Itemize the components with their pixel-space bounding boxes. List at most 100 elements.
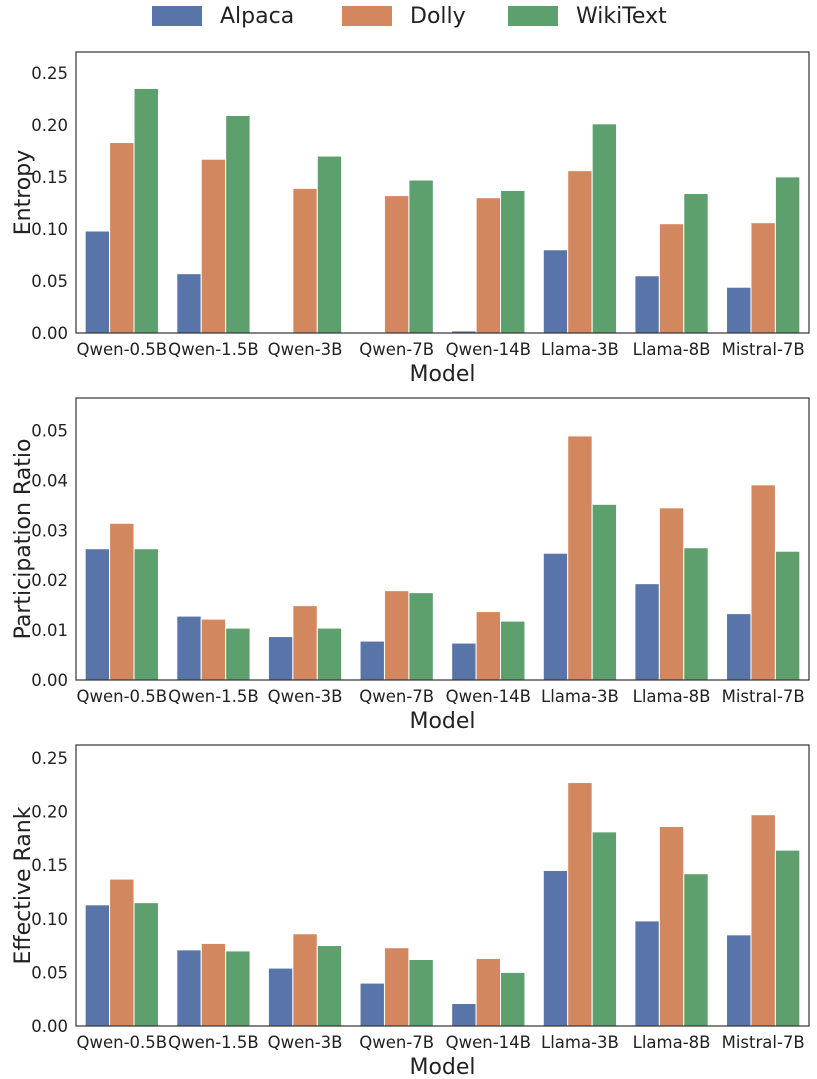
bar-alpaca-llama-8b [634, 920, 660, 1027]
x-tick-label: Qwen-1.5B [168, 1033, 259, 1052]
legend-label: WikiText [576, 3, 667, 29]
bar-wikitext-mistral-7b [774, 550, 801, 681]
legend-swatch [342, 6, 392, 26]
x-axis-title: Model [409, 709, 475, 734]
legend-label: Alpaca [220, 3, 295, 29]
y-tick-label: 0.20 [31, 116, 68, 135]
bar-wikitext-llama-3b [591, 123, 618, 334]
x-axis-title: Model [409, 1055, 475, 1079]
bar-dolly-qwen-14b [475, 197, 502, 334]
y-tick-label: 0.10 [31, 220, 68, 239]
bar-alpaca-mistral-7b [726, 613, 752, 681]
x-tick-label: Mistral-7B [722, 687, 805, 706]
bar-dolly-qwen-0.5b [109, 522, 135, 681]
bar-wikitext-llama-3b [591, 831, 618, 1027]
legend-swatch [508, 6, 558, 26]
plot-frame [75, 51, 810, 334]
bar-dolly-qwen-1.5b [200, 158, 227, 334]
bar-alpaca-qwen-14b [451, 642, 477, 681]
x-tick-label: Qwen-7B [359, 340, 434, 359]
bar-dolly-llama-3b [567, 435, 593, 681]
x-tick-label: Llama-3B [541, 1033, 619, 1052]
bar-dolly-qwen-1.5b [200, 618, 227, 681]
bar-dolly-mistral-7b [750, 814, 776, 1027]
legend-label: Dolly [410, 3, 466, 29]
y-tick-label: 0.01 [31, 621, 68, 640]
bar-wikitext-qwen-14b [500, 189, 526, 334]
bar-alpaca-llama-8b [634, 275, 660, 334]
legend-entry-alpaca: Alpaca [152, 3, 294, 29]
chart-panel-2: 0.00 0.01 0.02 0.03 0.04 0.05 Qwen-0.5B Qwen-1.… [11, 397, 810, 734]
y-tick-label: 0.15 [31, 856, 68, 875]
x-tick-label: Qwen-14B [446, 340, 531, 359]
x-tick-label: Mistral-7B [722, 1033, 805, 1052]
y-tick-label: 0.05 [31, 272, 68, 291]
bar-dolly-qwen-7b [383, 590, 410, 681]
bar-wikitext-qwen-3b [316, 945, 343, 1027]
x-tick-label: Qwen-14B [446, 1033, 531, 1052]
bar-alpaca-qwen-14b [451, 1002, 477, 1027]
plot-frame [75, 397, 810, 681]
bar-dolly-qwen-0.5b [109, 878, 135, 1027]
legend-entry-wikitext: WikiText [508, 3, 667, 29]
bar-wikitext-qwen-1.5b [225, 627, 251, 681]
bar-dolly-qwen-14b [475, 611, 502, 681]
bar-alpaca-qwen-1.5b [176, 949, 202, 1027]
bar-dolly-llama-3b [567, 782, 593, 1027]
y-tick-label: 0.00 [31, 671, 68, 690]
bar-alpaca-qwen-7b [359, 982, 385, 1027]
y-axis-title: Participation Ratio [11, 439, 36, 640]
x-tick-label: Llama-8B [633, 687, 711, 706]
x-tick-label: Mistral-7B [722, 340, 805, 359]
bar-wikitext-qwen-0.5b [133, 548, 159, 681]
bar-wikitext-llama-8b [683, 873, 709, 1027]
bar-dolly-qwen-7b [383, 195, 410, 334]
bar-wikitext-qwen-7b [408, 179, 434, 334]
bar-dolly-mistral-7b [750, 484, 776, 681]
x-tick-label: Llama-3B [541, 687, 619, 706]
bar-wikitext-qwen-14b [500, 620, 526, 681]
bar-wikitext-qwen-0.5b [133, 87, 159, 334]
bar-wikitext-llama-8b [683, 547, 709, 681]
bar-wikitext-qwen-1.5b [225, 950, 251, 1027]
bar-dolly-qwen-7b [383, 947, 410, 1027]
y-tick-label: 0.10 [31, 910, 68, 929]
x-tick-label: Qwen-14B [446, 687, 531, 706]
y-axis-title: Entropy [11, 150, 36, 235]
x-tick-label: Llama-3B [541, 340, 619, 359]
y-tick-label: 0.05 [31, 421, 68, 440]
bar-dolly-llama-8b [658, 826, 685, 1027]
chart-panel-1: 0.00 0.05 0.10 0.15 0.20 0.25 Qwen-0.5B Qwen-1.… [11, 51, 810, 387]
bar-wikitext-qwen-7b [408, 592, 434, 681]
plot-frame [75, 744, 810, 1027]
legend-swatch [152, 6, 202, 26]
bar-wikitext-mistral-7b [774, 176, 801, 334]
bar-dolly-llama-8b [658, 223, 685, 334]
x-tick-label: Qwen-0.5B [77, 340, 168, 359]
bar-dolly-qwen-14b [475, 957, 502, 1027]
bar-alpaca-qwen-0.5b [84, 230, 111, 334]
legend-entry-dolly: Dolly [342, 3, 466, 29]
y-tick-label: 0.04 [31, 471, 68, 490]
bar-dolly-qwen-3b [292, 187, 318, 334]
x-tick-label: Qwen-3B [268, 687, 343, 706]
y-axis-title: Effective Rank [11, 806, 36, 964]
chart-panel-3: 0.00 0.05 0.10 0.15 0.20 0.25 Qwen-0.5B Qwen-1.… [11, 744, 810, 1079]
y-tick-label: 0.03 [31, 521, 68, 540]
legend: Alpaca Dolly WikiText [0, 0, 817, 34]
bar-dolly-mistral-7b [750, 222, 776, 334]
bar-alpaca-qwen-3b [267, 636, 294, 681]
y-tick-label: 0.25 [31, 749, 68, 768]
bar-wikitext-qwen-1.5b [225, 114, 251, 334]
bar-wikitext-qwen-3b [316, 155, 343, 334]
bar-dolly-qwen-3b [292, 605, 318, 681]
x-tick-label: Qwen-0.5B [77, 1033, 168, 1052]
x-tick-label: Llama-8B [633, 340, 711, 359]
bar-wikitext-qwen-0.5b [133, 902, 159, 1027]
bar-dolly-qwen-0.5b [109, 142, 135, 334]
bar-dolly-qwen-1.5b [200, 942, 227, 1027]
bar-alpaca-mistral-7b [726, 934, 752, 1027]
bar-alpaca-qwen-0.5b [84, 548, 111, 681]
bar-alpaca-mistral-7b [726, 286, 752, 334]
bar-alpaca-qwen-7b [359, 640, 385, 681]
